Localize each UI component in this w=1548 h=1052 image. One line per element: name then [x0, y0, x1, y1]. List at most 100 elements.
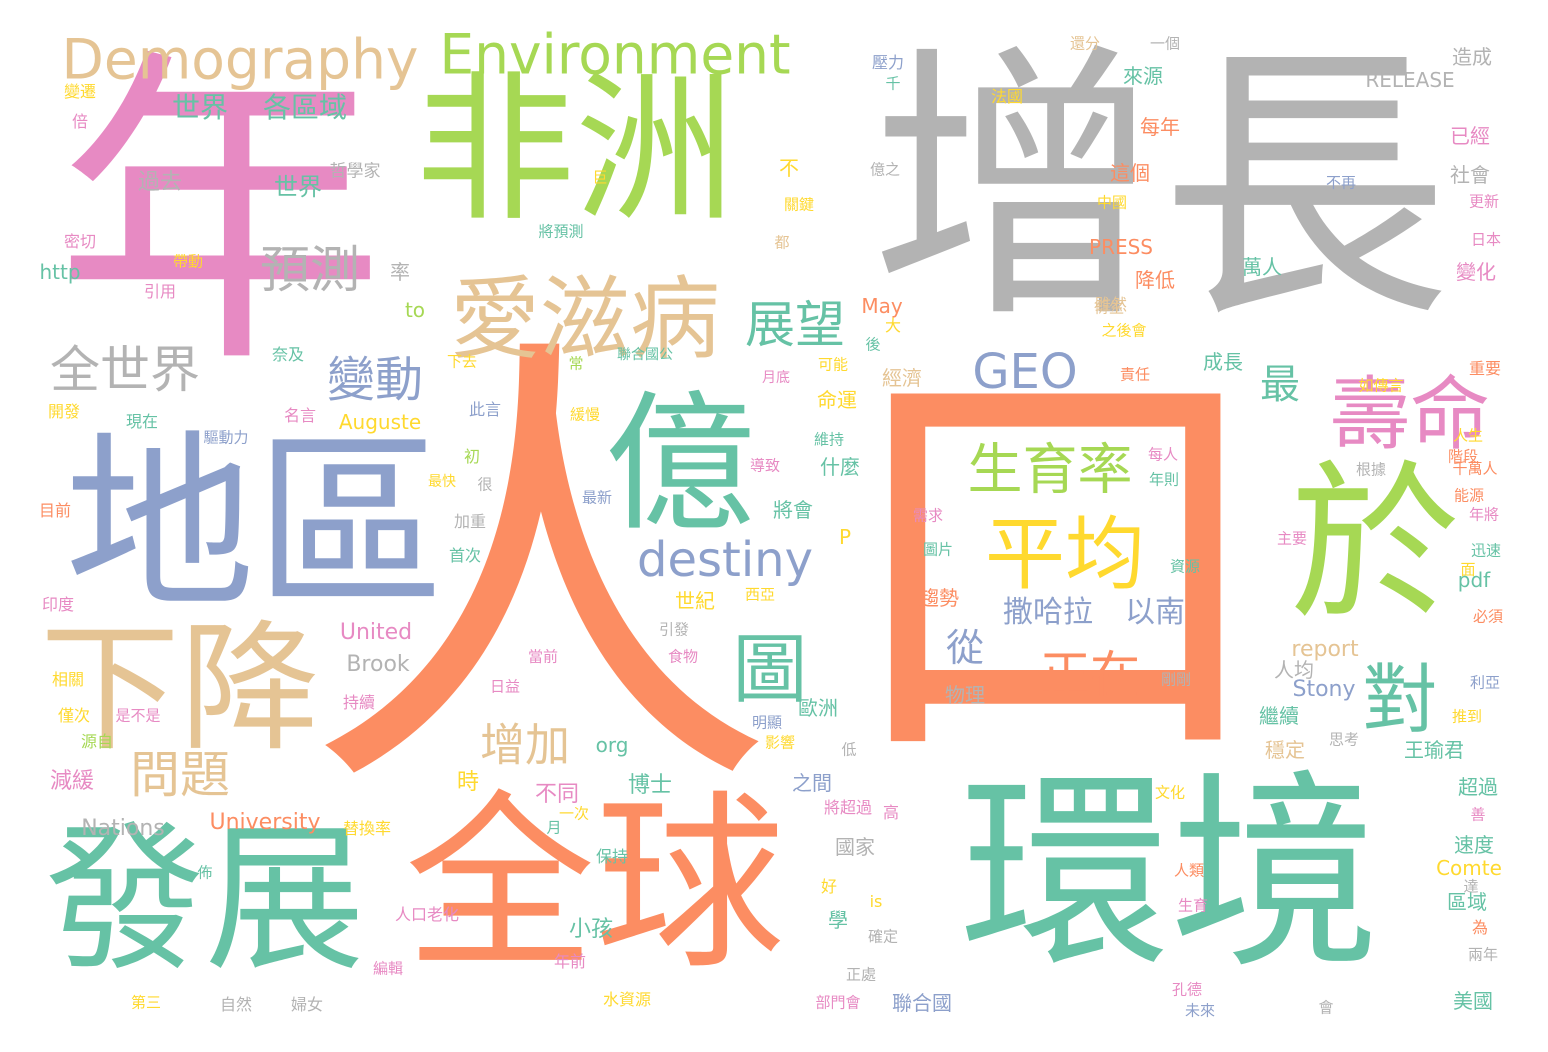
cloud-word: 根據 [1355, 460, 1387, 479]
cloud-word: 兩年 [1467, 945, 1499, 964]
cloud-word: 自然 [219, 995, 253, 1014]
cloud-word: 年 [55, 23, 385, 407]
cloud-word: 展望 [745, 296, 845, 354]
cloud-word: 下去 [446, 352, 478, 371]
cloud-word: 經濟 [882, 366, 922, 390]
cloud-word: 孔德 [1171, 980, 1203, 999]
cloud-word: 人類 [1173, 861, 1205, 880]
cloud-word: 雖然 [1094, 295, 1128, 314]
cloud-word: 編輯 [372, 959, 404, 978]
cloud-word: 思考 [1328, 730, 1360, 749]
cloud-word: 月底 [762, 370, 790, 386]
cloud-word: Comte [1436, 856, 1502, 880]
cloud-word: 人 [305, 301, 775, 848]
cloud-word: 初 [463, 447, 481, 466]
cloud-word: 各區域 [262, 91, 348, 124]
cloud-word: 世界 [274, 173, 322, 201]
cloud-word: report [1291, 637, 1359, 662]
cloud-word: 印度 [41, 595, 75, 614]
cloud-word: PRESS [1089, 235, 1153, 259]
cloud-word: 生育 [1177, 896, 1209, 915]
cloud-word: 需求 [912, 506, 944, 525]
cloud-word: 階段 [1447, 447, 1479, 466]
cloud-word: 年則 [1148, 470, 1180, 489]
cloud-word: 減緩 [49, 769, 95, 794]
cloud-word: 目前 [38, 501, 72, 520]
cloud-word: 成長 [1203, 350, 1243, 374]
cloud-word: 將預測 [538, 222, 584, 241]
cloud-word: 之間 [792, 771, 832, 795]
cloud-word: 引發 [658, 620, 690, 639]
cloud-word: 達 [1463, 877, 1479, 896]
cloud-word: 責任 [1119, 365, 1151, 384]
cloud-word: 每人 [1147, 445, 1179, 464]
cloud-word: 持續 [342, 693, 376, 712]
cloud-word: 剛剛 [1160, 670, 1192, 689]
cloud-word: 撒哈拉 [1003, 595, 1093, 630]
cloud-word: 趨勢 [919, 586, 959, 610]
cloud-word: 下降 [39, 608, 321, 771]
cloud-word: 首次 [448, 546, 482, 565]
cloud-word: P [838, 525, 852, 549]
cloud-word: 發展 [44, 806, 366, 993]
cloud-word: 維持 [813, 430, 845, 449]
cloud-word: 速度 [1454, 833, 1494, 857]
cloud-word: 明顯 [751, 713, 783, 732]
cloud-word: GEO [972, 344, 1078, 400]
cloud-word: 人口老化 [394, 905, 460, 924]
cloud-word: 世紀 [675, 589, 715, 613]
cloud-word: 相關 [51, 670, 85, 689]
cloud-word: 率 [390, 260, 410, 284]
cloud-word: 開發 [47, 402, 81, 421]
cloud-word: 人生 [1452, 426, 1484, 445]
cloud-word: 好 [820, 877, 838, 896]
cloud-word: 驅動力 [203, 428, 249, 447]
cloud-word: 人均 [1274, 658, 1314, 682]
cloud-word: 每年 [1140, 115, 1180, 139]
cloud-word: 都 [774, 233, 790, 252]
cloud-word: 緩慢 [569, 405, 601, 424]
cloud-word: 圖片 [922, 540, 954, 559]
cloud-word: 最新 [581, 488, 613, 507]
cloud-word: 高 [882, 803, 900, 822]
cloud-word: 影響 [764, 733, 796, 752]
cloud-word: 常 [568, 354, 584, 373]
cloud-word: 食物 [667, 647, 699, 666]
cloud-word: 以南 [1125, 595, 1185, 630]
cloud-word: 衍生 [1093, 298, 1125, 317]
cloud-word: 佈 [197, 863, 213, 882]
cloud-word: University [209, 810, 321, 835]
cloud-word: 西亞 [744, 585, 776, 604]
cloud-word: 全世界 [50, 341, 200, 399]
cloud-word: 世界 [171, 91, 229, 124]
cloud-word: 現在 [125, 412, 159, 431]
cloud-word: 年前 [553, 952, 587, 971]
cloud-word: 什麼 [820, 455, 860, 479]
cloud-word: 博士 [627, 773, 673, 798]
cloud-word: 一個 [1149, 34, 1181, 53]
cloud-word: 利亞 [1469, 673, 1501, 692]
cloud-word: RELEASE [1365, 68, 1455, 92]
cloud-word: Brook [346, 652, 410, 677]
cloud-word: 引用 [143, 282, 177, 301]
cloud-word: 替換率 [342, 819, 392, 838]
cloud-word: 萬人 [1242, 255, 1282, 279]
cloud-word: 密切 [63, 232, 97, 251]
cloud-word: 會 [1318, 998, 1334, 1017]
cloud-word: 哲學家 [329, 161, 381, 182]
cloud-word: 法國 [990, 87, 1024, 106]
cloud-word: 變化 [1456, 260, 1496, 284]
cloud-word: 聯合國 [892, 991, 952, 1015]
cloud-word: 最 [1260, 362, 1300, 408]
cloud-word: 後 [865, 335, 881, 354]
cloud-word: 更新 [1468, 192, 1500, 211]
cloud-word: 全球 [404, 774, 786, 995]
cloud-word: 口 [835, 309, 1275, 821]
cloud-word: 生育率 [967, 437, 1133, 502]
cloud-word: 命運 [817, 388, 857, 412]
cloud-word: 國家 [835, 835, 875, 859]
cloud-word: 學 [828, 908, 848, 932]
cloud-word: to [404, 298, 426, 322]
cloud-word: 倍 [71, 112, 89, 131]
